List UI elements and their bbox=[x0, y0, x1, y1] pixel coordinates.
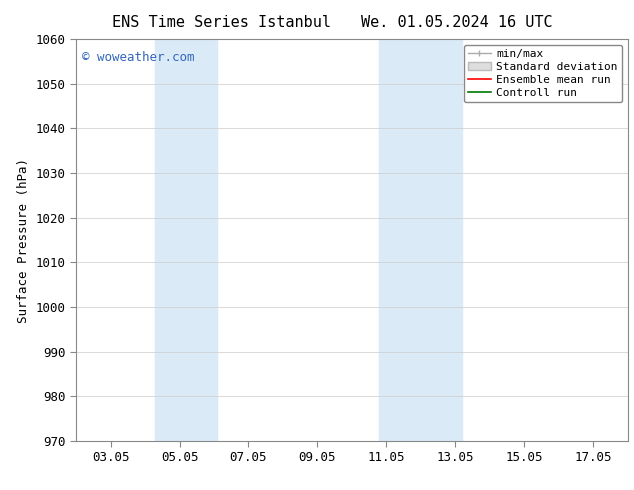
Bar bbox=[155, 39, 217, 441]
Text: We. 01.05.2024 16 UTC: We. 01.05.2024 16 UTC bbox=[361, 15, 552, 30]
Legend: min/max, Standard deviation, Ensemble mean run, Controll run: min/max, Standard deviation, Ensemble me… bbox=[464, 45, 622, 102]
Bar bbox=[379, 39, 462, 441]
Text: © woweather.com: © woweather.com bbox=[82, 51, 194, 64]
Text: ENS Time Series Istanbul: ENS Time Series Istanbul bbox=[112, 15, 332, 30]
Y-axis label: Surface Pressure (hPa): Surface Pressure (hPa) bbox=[17, 158, 30, 322]
